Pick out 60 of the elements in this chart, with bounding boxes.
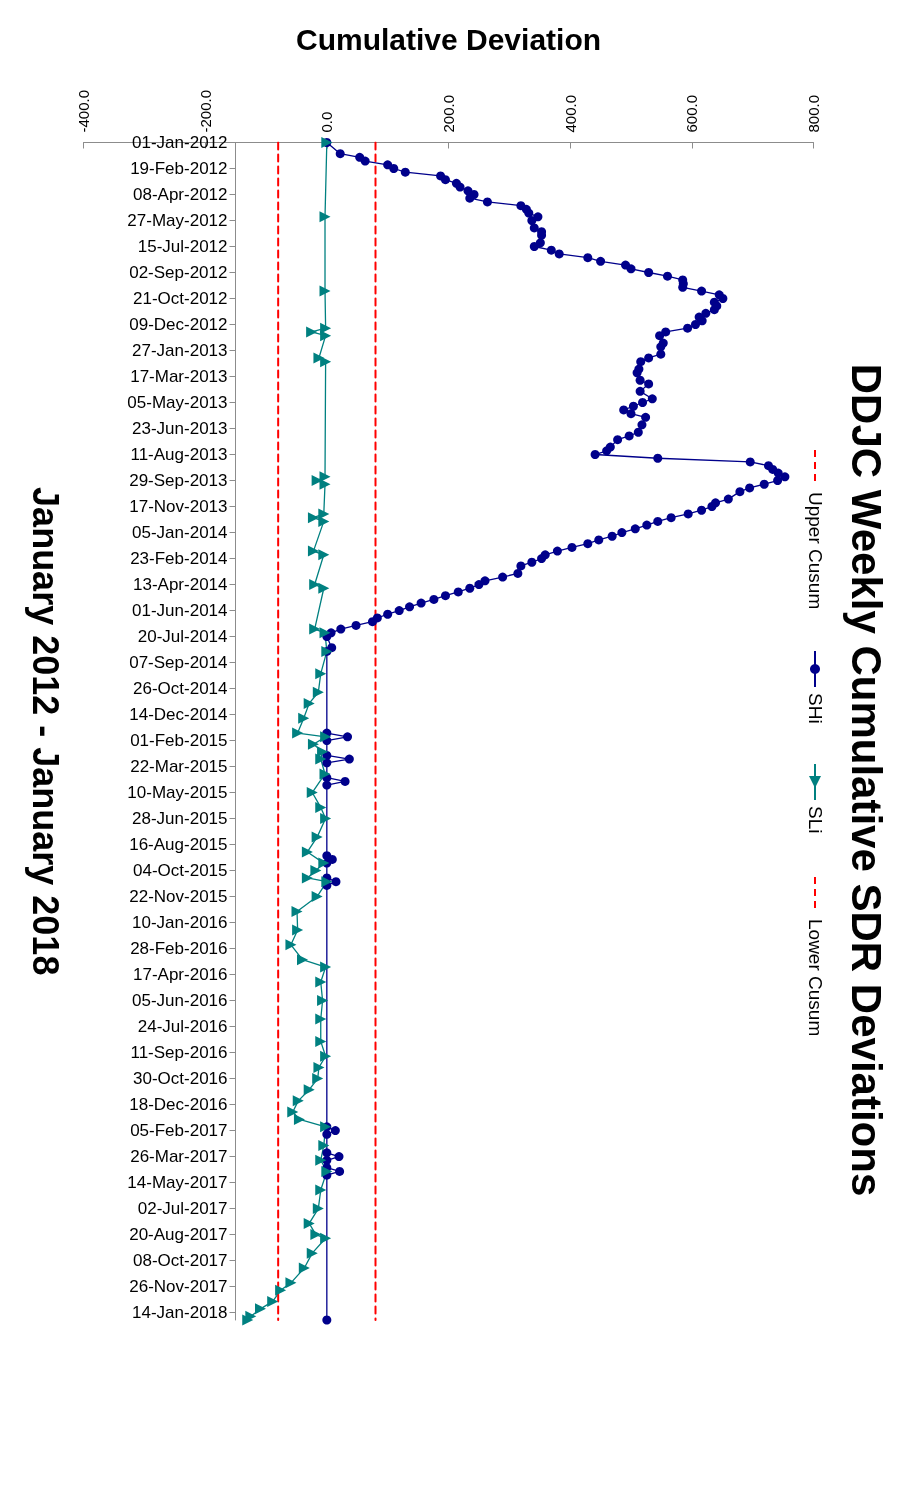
legend-label: Upper Cusum (804, 492, 826, 610)
y-tick-label: 09-Dec-2012 (129, 315, 228, 335)
y-tick-label: 27-Jan-2013 (132, 341, 228, 361)
legend-label: SLi (804, 806, 826, 834)
y-tick-label: 28-Jun-2015 (132, 809, 228, 829)
y-tick-label: 01-Feb-2015 (130, 731, 228, 751)
y-tick-label: 24-Jul-2016 (137, 1017, 228, 1037)
x-tick-label: 400.0 (561, 94, 579, 133)
legend-label: SHi (804, 693, 826, 724)
y-tick-label: 17-Apr-2016 (132, 965, 228, 985)
y-tick-label: 04-Oct-2015 (133, 861, 228, 881)
y-tick-label: 15-Jul-2012 (137, 237, 228, 257)
y-tick-label: 22-Nov-2015 (129, 887, 228, 907)
y-tick-label: 29-Sep-2013 (129, 471, 228, 491)
y-tick-label: 10-May-2015 (127, 783, 228, 803)
y-tick-label: 19-Feb-2012 (130, 159, 228, 178)
x-tick-label: 200.0 (440, 94, 457, 133)
y-tick-label: 26-Nov-2017 (129, 1277, 228, 1297)
x-tick-label: 0.0 (318, 111, 336, 133)
y-tick-label: 05-Feb-2017 (130, 1121, 228, 1141)
y-tick-label: 30-Oct-2016 (133, 1069, 228, 1089)
y-tick-label: 17-Nov-2013 (129, 497, 228, 517)
x-tick-label: -400.0 (75, 89, 92, 133)
y-tick-label: 27-May-2012 (127, 211, 228, 230)
y-tick-label: 02-Jul-2017 (137, 1199, 228, 1219)
x-axis-title: Cumulative Deviation (295, 23, 602, 56)
y-tick-label: 23-Feb-2014 (130, 549, 228, 569)
y-tick-label: 18-Dec-2016 (129, 1095, 228, 1115)
y-tick-label: 05-Jun-2016 (132, 991, 228, 1011)
x-tick-label: 800.0 (805, 94, 822, 133)
y-tick-label: 08-Apr-2012 (132, 185, 228, 204)
y-tick-label: 14-Dec-2014 (129, 705, 228, 725)
y-axis-title: January 2012 - January 2018 (25, 487, 66, 976)
y-tick-label: 28-Feb-2016 (130, 939, 228, 959)
y-tick-label: 11-Aug-2013 (130, 445, 228, 465)
y-tick-label: 21-Oct-2012 (133, 289, 228, 309)
y-tick-label: 26-Mar-2017 (130, 1147, 228, 1167)
y-tick-label: 20-Aug-2017 (129, 1225, 228, 1245)
y-tick-label: 17-Mar-2013 (130, 367, 228, 387)
legend-label: Lower Cusum (804, 919, 826, 1037)
y-tick-label: 10-Jan-2016 (132, 913, 228, 933)
y-tick-label: 08-Oct-2017 (133, 1251, 228, 1271)
y-tick-label: 23-Jun-2013 (132, 419, 228, 439)
y-tick-label: 26-Oct-2014 (133, 679, 228, 699)
x-tick-label: 600.0 (683, 94, 701, 133)
text: DDJC Weekly Cumulative SDR Deviations (842, 363, 890, 1197)
y-tick-label: 20-Jul-2014 (137, 627, 228, 647)
y-tick-label: 01-Jun-2014 (132, 601, 228, 621)
y-tick-label: 22-Mar-2015 (130, 757, 228, 777)
y-tick-label: 16-Aug-2015 (129, 835, 228, 855)
y-tick-label: 14-May-2017 (127, 1173, 228, 1193)
y-tick-label: 05-May-2013 (127, 393, 228, 413)
y-tick-label: 11-Sep-2016 (130, 1043, 228, 1063)
y-tick-label: 13-Apr-2014 (132, 575, 228, 595)
x-tick-label: -200.0 (196, 89, 214, 133)
y-tick-label: 02-Sep-2012 (129, 263, 228, 283)
y-tick-label: 14-Jan-2018 (132, 1303, 228, 1323)
y-tick-label: 05-Jan-2014 (132, 523, 228, 543)
y-tick-label: 07-Sep-2014 (129, 653, 228, 673)
y-tick-label: 01-Jan-2012 (132, 133, 228, 152)
